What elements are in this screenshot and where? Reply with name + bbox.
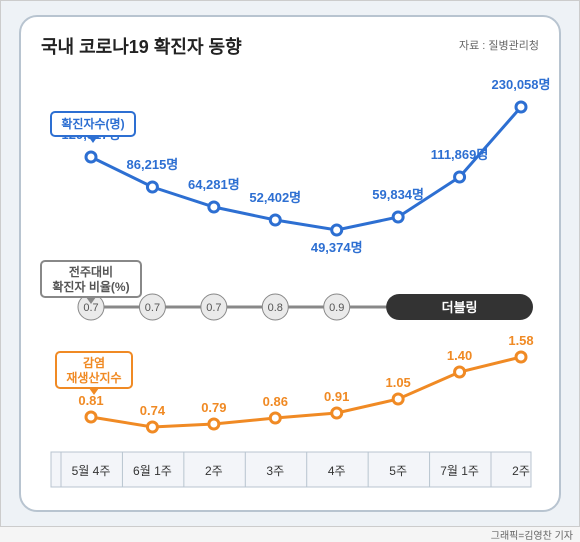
rt-legend-l2: 재생산지수 <box>66 370 121 385</box>
rt-legend-l1: 감염 <box>83 355 105 370</box>
cases-value-label: 52,402명 <box>249 190 301 205</box>
xaxis-label: 7월 1주 <box>440 464 479 478</box>
cases-value-label: 111,869명 <box>431 147 489 162</box>
cases-point <box>393 212 403 222</box>
rt-value-label: 1.58 <box>508 333 533 348</box>
rt-point <box>516 352 526 362</box>
rt-value-label: 0.91 <box>324 389 349 404</box>
xaxis-label: 2주 <box>205 464 223 478</box>
rt-point <box>455 367 465 377</box>
xaxis-label: 5주 <box>389 464 407 478</box>
cases-point <box>147 182 157 192</box>
ratio-legend-l2: 확진자 비율(%) <box>52 279 129 294</box>
cases-point <box>332 225 342 235</box>
ratio-value: 0.8 <box>268 302 283 314</box>
cases-value-label: 86,215명 <box>127 157 179 172</box>
xaxis-label: 6월 1주 <box>133 464 172 478</box>
rt-point <box>209 419 219 429</box>
chart-card: 국내 코로나19 확진자 동향 자료 : 질병관리청 5월 4주6월 1주2주3… <box>0 0 580 527</box>
cases-legend-text: 확진자수(명) <box>61 116 124 131</box>
rt-value-label: 0.74 <box>140 403 166 418</box>
ratio-legend-l1: 전주대비 <box>69 264 113 279</box>
rt-value-label: 0.79 <box>201 400 226 415</box>
cases-point <box>209 202 219 212</box>
ratio-value: 0.9 <box>329 302 344 314</box>
xaxis-label: 5월 4주 <box>72 464 111 478</box>
doubling-label: 더블링 <box>442 300 478 315</box>
cases-point <box>270 215 280 225</box>
cases-point <box>455 172 465 182</box>
rt-value-label: 0.81 <box>78 393 103 408</box>
rt-value-label: 1.40 <box>447 348 472 363</box>
ratio-value: 0.7 <box>145 302 160 314</box>
cases-value-label: 230,058명 <box>492 77 551 92</box>
xaxis-label: 4주 <box>328 464 346 478</box>
cases-value-label: 64,281명 <box>188 177 240 192</box>
xaxis-label: 2주 <box>512 464 530 478</box>
credit-label: 그래픽=김영찬 기자 <box>491 527 573 542</box>
rt-point <box>270 413 280 423</box>
ratio-value: 0.7 <box>206 302 221 314</box>
xaxis-label: 3주 <box>266 464 284 478</box>
cases-value-label: 49,374명 <box>311 240 363 255</box>
cases-point <box>86 152 96 162</box>
rt-value-label: 0.86 <box>263 394 288 409</box>
chart-svg: 5월 4주6월 1주2주3주4주5주7월 1주2주129,317명86,215명… <box>21 17 561 517</box>
cases-point <box>516 102 526 112</box>
chart-panel: 국내 코로나19 확진자 동향 자료 : 질병관리청 5월 4주6월 1주2주3… <box>19 15 561 512</box>
rt-point <box>332 408 342 418</box>
rt-point <box>393 394 403 404</box>
rt-point <box>86 412 96 422</box>
cases-value-label: 59,834명 <box>372 187 424 202</box>
rt-point <box>147 422 157 432</box>
rt-value-label: 1.05 <box>385 375 410 390</box>
